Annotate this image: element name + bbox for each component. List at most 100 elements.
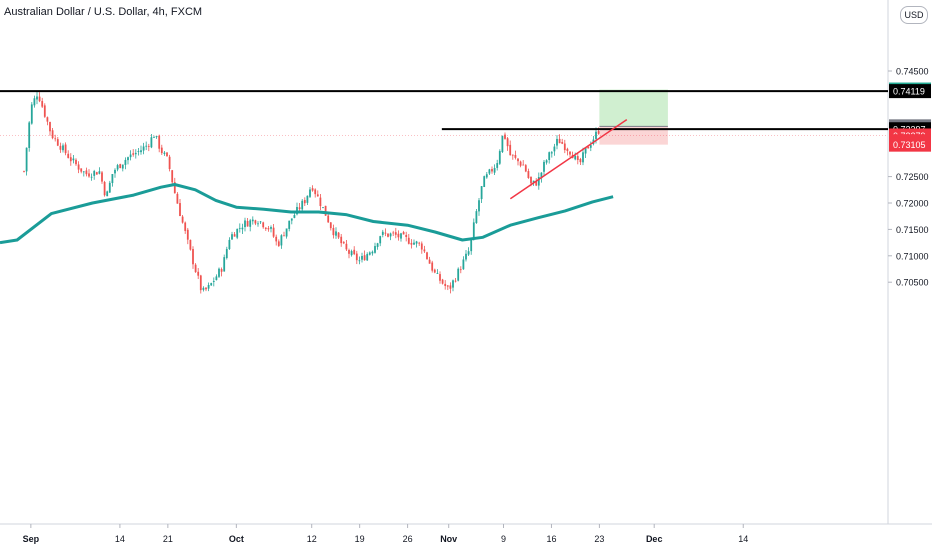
- x-tick-label: Sep: [23, 534, 40, 544]
- candle-body: [597, 131, 600, 134]
- candle-body: [420, 243, 423, 250]
- candle-body: [75, 159, 77, 165]
- candle-body: [402, 232, 405, 235]
- candle-body: [210, 283, 213, 286]
- candle-body: [540, 172, 543, 179]
- candle-body: [218, 268, 220, 277]
- candle-body: [223, 257, 226, 272]
- candle-body: [275, 236, 278, 242]
- candle-body: [355, 253, 358, 261]
- candle-body: [25, 147, 28, 172]
- x-tick-label: Dec: [646, 534, 663, 544]
- candle-body: [511, 154, 514, 156]
- trend-line[interactable]: [509, 118, 628, 200]
- candle-body: [119, 164, 122, 169]
- candle-body: [400, 233, 402, 239]
- candle-body: [197, 271, 200, 276]
- candle-body: [212, 281, 215, 282]
- candle-body: [439, 274, 441, 281]
- candle-body: [358, 260, 361, 262]
- candle-body: [514, 155, 517, 158]
- candle-body: [280, 235, 283, 246]
- candle-body: [28, 122, 31, 148]
- candle-body: [397, 233, 400, 238]
- candle-body: [288, 220, 291, 229]
- candle-body: [127, 157, 129, 161]
- candle-body: [459, 269, 462, 271]
- candle-body: [470, 238, 473, 252]
- candle-body: [306, 195, 309, 203]
- candle-body: [186, 229, 189, 240]
- candle-body: [168, 156, 171, 169]
- candle-body: [254, 220, 257, 224]
- candle-body: [67, 153, 70, 158]
- candle-body: [33, 98, 36, 106]
- candle-body: [259, 221, 262, 223]
- candle-body: [90, 176, 93, 178]
- candle-body: [262, 222, 265, 228]
- candle-body: [77, 164, 80, 170]
- candle-body: [277, 241, 280, 246]
- x-tick-label: Oct: [229, 534, 244, 544]
- candle-body: [199, 275, 202, 291]
- candle-body: [582, 152, 584, 163]
- y-tick-label: 0.72000: [896, 199, 929, 209]
- candle-body: [379, 236, 382, 244]
- candle-body: [457, 268, 460, 281]
- candle-body: [38, 96, 41, 102]
- candle-body: [587, 146, 590, 149]
- candle-body: [264, 227, 267, 229]
- candle-body: [322, 207, 324, 208]
- candle-body: [231, 234, 233, 240]
- candle-body: [478, 200, 480, 212]
- candle-body: [301, 200, 304, 210]
- candle-body: [316, 194, 319, 197]
- candle-body: [366, 254, 369, 261]
- candle-body: [475, 211, 478, 224]
- candle-body: [337, 232, 340, 238]
- candle-body: [106, 191, 109, 197]
- candle-body: [98, 171, 101, 174]
- candle-body: [116, 165, 119, 170]
- candle-body: [108, 182, 111, 193]
- candle-body: [329, 222, 332, 229]
- candle-body: [132, 153, 135, 155]
- candle-body: [428, 259, 431, 264]
- candle-body: [465, 253, 467, 260]
- price-label-bg: [889, 137, 931, 152]
- candle-body: [436, 273, 439, 274]
- candle-body: [353, 249, 356, 255]
- price-label: 0.73105: [893, 140, 926, 150]
- candle-body: [423, 249, 426, 252]
- candle-body: [332, 227, 335, 236]
- candle-body: [504, 134, 506, 139]
- candle-body: [103, 181, 106, 196]
- candle-body: [467, 251, 470, 255]
- candle-body: [574, 155, 577, 160]
- candle-body: [111, 174, 114, 184]
- candle-body: [215, 276, 218, 281]
- candle-body: [238, 227, 241, 229]
- candle-body: [171, 170, 174, 183]
- candle-body: [449, 285, 452, 289]
- candle-body: [64, 144, 67, 154]
- position-profit-zone[interactable]: [599, 89, 668, 127]
- candle-body: [137, 151, 140, 152]
- candle-body: [319, 197, 322, 207]
- candle-body: [158, 135, 161, 149]
- candle-body: [376, 243, 379, 247]
- x-tick-label: 12: [307, 534, 317, 544]
- candle-body: [228, 239, 231, 250]
- candle-body: [142, 146, 145, 151]
- chart-title: Australian Dollar / U.S. Dollar, 4h, FXC…: [4, 6, 203, 18]
- candle-body: [374, 246, 376, 253]
- candle-body: [517, 158, 519, 162]
- moving-average-line[interactable]: [0, 183, 614, 245]
- candle-body: [176, 193, 179, 204]
- candle-body: [69, 157, 72, 162]
- currency-button[interactable]: USD: [900, 6, 928, 24]
- candle-body: [114, 169, 116, 174]
- candle-body: [88, 173, 90, 177]
- candle-body: [257, 223, 259, 225]
